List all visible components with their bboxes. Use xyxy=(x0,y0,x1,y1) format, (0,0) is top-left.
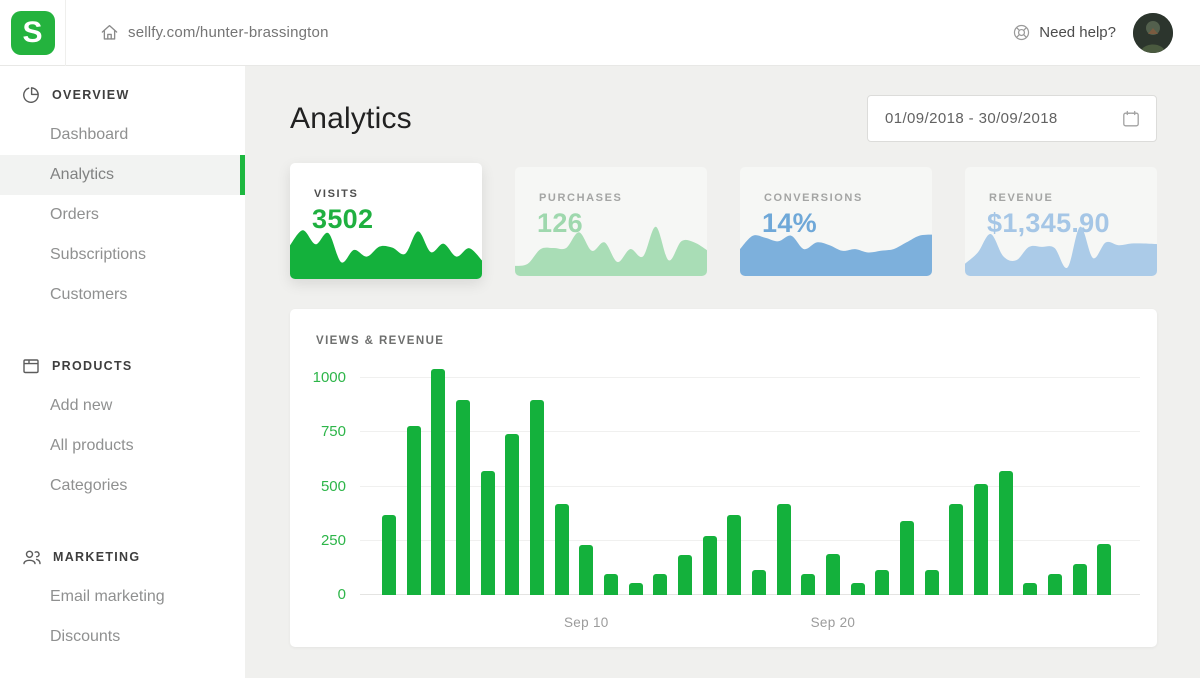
sellfy-logo[interactable]: S xyxy=(0,0,66,66)
store-url-link[interactable]: sellfy.com/hunter-brassington xyxy=(100,23,329,42)
bar-sep-16 xyxy=(751,570,766,595)
bar-sep-14 xyxy=(702,536,717,595)
sidebar-item-subscriptions[interactable]: Subscriptions xyxy=(50,246,147,263)
sidebar-section-products: PRODUCTS Add new All products Categories xyxy=(0,346,245,506)
archive-box-icon xyxy=(21,356,41,376)
bar-sep-8 xyxy=(554,503,569,595)
sidebar-header-products: PRODUCTS xyxy=(0,346,245,386)
sidebar: OVERVIEW Dashboard Analytics Orders Subscrip… xyxy=(0,66,245,678)
gridline-500 xyxy=(360,485,1140,487)
stat-card-sparkline xyxy=(965,226,1157,276)
bar-sep-7 xyxy=(530,399,544,595)
pie-chart-icon xyxy=(21,85,41,105)
sidebar-item-all-products[interactable]: All products xyxy=(50,437,134,454)
date-range-value: 01/09/2018 - 30/09/2018 xyxy=(885,110,1058,127)
bar-sep-12 xyxy=(653,574,668,595)
lifebuoy-icon xyxy=(1012,23,1031,42)
bar-sep-21 xyxy=(875,570,890,595)
bar-sep-17 xyxy=(776,503,791,595)
bar-sep-1 xyxy=(382,514,396,595)
gridline-0 xyxy=(360,594,1140,595)
views-revenue-chart-card: VIEWS & REVENUE 0 250 500 750 1000 Sep 10 Sep … xyxy=(290,309,1157,647)
stat-card-value: 14% xyxy=(762,208,817,238)
stat-card-value: 126 xyxy=(537,208,583,238)
stat-card-purchases[interactable]: PURCHASES 126 xyxy=(515,167,707,276)
user-avatar[interactable] xyxy=(1133,12,1173,53)
bar-sep-22 xyxy=(899,521,914,595)
bar-sep-24 xyxy=(949,503,964,595)
store-url: sellfy.com/hunter-brassington xyxy=(128,24,329,41)
y-axis-tick-250: 250 xyxy=(320,531,346,549)
stat-card-label: PURCHASES xyxy=(539,192,623,204)
stat-card-conversions[interactable]: CONVERSIONS 14% xyxy=(740,167,932,276)
stat-card-label: VISITS xyxy=(314,188,359,200)
bar-sep-20 xyxy=(850,583,865,595)
topbar: S sellfy.com/hunter-brassington Need hel… xyxy=(0,0,1200,66)
bar-sep-13 xyxy=(677,554,692,595)
gridline-750 xyxy=(360,431,1140,433)
calendar-icon xyxy=(1121,109,1141,129)
sidebar-header-overview: OVERVIEW xyxy=(0,75,245,115)
bar-sep-6 xyxy=(505,434,520,595)
bar-sep-5 xyxy=(480,471,495,595)
sidebar-section-marketing: MARKETING Email marketing Discounts xyxy=(0,537,245,657)
sidebar-item-analytics[interactable]: Analytics xyxy=(0,155,245,195)
y-axis-tick-0: 0 xyxy=(337,586,346,603)
bar-sep-15 xyxy=(727,514,742,595)
stat-card-sparkline xyxy=(290,230,482,279)
bar-sep-25 xyxy=(973,484,988,595)
y-axis-tick-750: 750 xyxy=(320,423,346,441)
chart-title: VIEWS & REVENUE xyxy=(316,335,445,347)
need-help-button[interactable]: Need help? xyxy=(1012,23,1116,42)
stat-card-label: REVENUE xyxy=(989,192,1054,204)
gridline-1000 xyxy=(360,377,1140,378)
sidebar-section-overview: OVERVIEW Dashboard Analytics Orders Subscrip… xyxy=(0,75,245,315)
stat-card-visits[interactable]: VISITS 3502 xyxy=(290,163,482,279)
sidebar-header-marketing: MARKETING xyxy=(0,537,245,577)
page-title: Analytics xyxy=(290,101,412,135)
need-help-label: Need help? xyxy=(1039,24,1116,41)
bar-sep-18 xyxy=(801,574,816,595)
sidebar-item-orders[interactable]: Orders xyxy=(50,206,99,223)
bar-sep-23 xyxy=(924,570,939,595)
stat-card-value: $1,345.90 xyxy=(987,208,1110,238)
sellfy-logo-mark: S xyxy=(10,10,55,55)
x-axis-label-sep-10: Sep 10 xyxy=(564,615,609,630)
topbar-right: Need help? xyxy=(1012,12,1200,53)
bar-sep-11 xyxy=(628,583,643,595)
sidebar-item-add-new[interactable]: Add new xyxy=(50,397,113,414)
bar-sep-4 xyxy=(456,399,470,595)
stat-card-label: CONVERSIONS xyxy=(764,192,863,204)
sidebar-item-customers[interactable]: Customers xyxy=(50,286,128,303)
stat-card-value: 3502 xyxy=(312,204,374,234)
y-axis-tick-500: 500 xyxy=(320,477,346,495)
bar-chart-plot xyxy=(360,358,1140,595)
page-header: Analytics 01/09/2018 - 30/09/2018 xyxy=(290,95,1157,142)
bar-sep-10 xyxy=(603,574,618,595)
stat-card-sparkline xyxy=(515,226,707,276)
bar-sep-19 xyxy=(825,553,840,595)
bar-sep-27 xyxy=(1023,583,1038,595)
bar-sep-29 xyxy=(1072,563,1087,595)
stat-cards-row: VISITS 3502 PURCHASES 126 CONVERSIONS 14% REVE… xyxy=(290,163,1157,279)
bar-sep-9 xyxy=(579,545,594,595)
bar-sep-28 xyxy=(1047,574,1062,595)
stat-card-revenue[interactable]: REVENUE $1,345.90 xyxy=(965,167,1157,276)
gridline-250 xyxy=(360,539,1140,541)
users-icon xyxy=(21,547,42,567)
y-axis-tick-1000: 1000 xyxy=(312,369,346,386)
sidebar-item-dashboard[interactable]: Dashboard xyxy=(50,126,129,143)
sidebar-item-categories[interactable]: Categories xyxy=(50,477,128,494)
date-range-picker[interactable]: 01/09/2018 - 30/09/2018 xyxy=(867,95,1157,142)
home-icon xyxy=(100,23,119,42)
bar-sep-26 xyxy=(998,471,1013,595)
sidebar-item-discounts[interactable]: Discounts xyxy=(50,628,121,645)
x-axis-label-sep-20: Sep 20 xyxy=(810,615,856,630)
main-content: Analytics 01/09/2018 - 30/09/2018 VISITS… xyxy=(245,67,1200,678)
stat-card-sparkline xyxy=(740,234,932,276)
bar-sep-2 xyxy=(406,425,421,595)
sidebar-item-email-marketing[interactable]: Email marketing xyxy=(50,588,165,605)
bar-sep-30 xyxy=(1097,544,1112,595)
bar-sep-3 xyxy=(431,369,446,595)
